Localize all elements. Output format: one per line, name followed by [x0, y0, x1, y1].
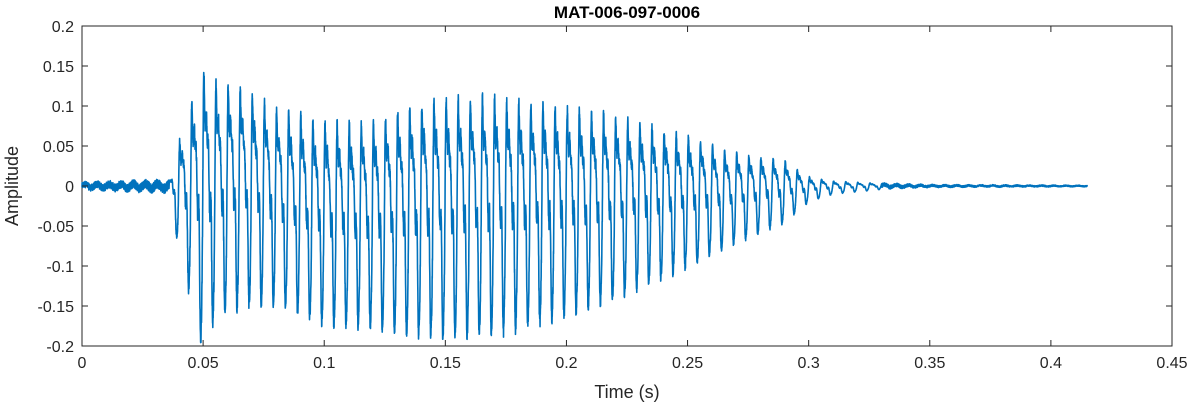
- y-tick-label: 0.2: [52, 19, 74, 36]
- y-tick-label: -0.05: [38, 219, 75, 236]
- y-axis-label: Amplitude: [2, 146, 22, 226]
- y-tick-label: 0.15: [43, 59, 74, 76]
- x-tick-label: 0.15: [430, 355, 461, 372]
- x-tick-label: 0.3: [798, 355, 820, 372]
- waveform-series: [81, 71, 1089, 344]
- y-tick-label: -0.15: [38, 299, 75, 316]
- x-tick-label: 0.2: [555, 355, 577, 372]
- y-tick-label: -0.1: [46, 259, 74, 276]
- y-tick-label: 0: [65, 179, 74, 196]
- chart-title: MAT-006-097-0006: [554, 3, 700, 22]
- ticks: 0 0.05 0.1 0.15 0.2 0.25 0.3 0.35 0.4 0.45 0.2 0.15…: [38, 19, 1188, 372]
- x-tick-label: 0.35: [914, 355, 945, 372]
- x-axis-label: Time (s): [594, 382, 659, 402]
- y-tick-label: 0.1: [52, 99, 74, 116]
- y-tick-label: -0.2: [46, 339, 74, 356]
- x-tick-label: 0.1: [313, 355, 335, 372]
- x-tick-label: 0.25: [672, 355, 703, 372]
- y-tick-label: 0.05: [43, 139, 74, 156]
- x-tick-label: 0: [78, 355, 87, 372]
- x-tick-label: 0.05: [188, 355, 219, 372]
- x-tick-label: 0.4: [1040, 355, 1062, 372]
- waveform-layer: [81, 71, 1089, 344]
- x-tick-label: 0.45: [1156, 355, 1187, 372]
